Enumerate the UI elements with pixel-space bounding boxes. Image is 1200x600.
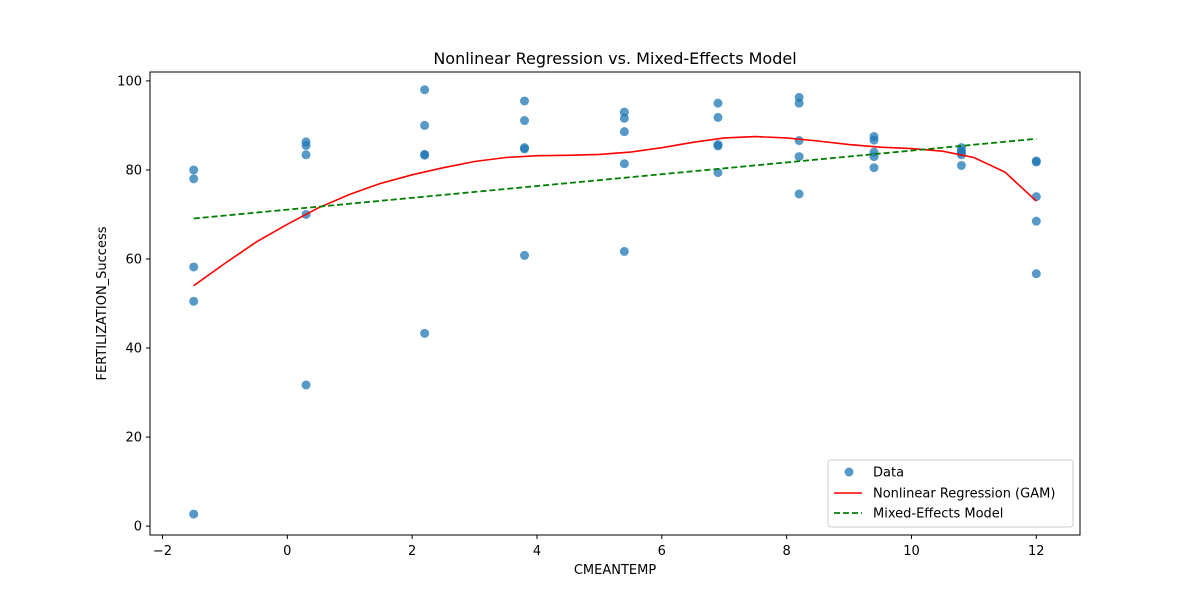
- data-point: [869, 135, 879, 145]
- y-tick-label: 0: [134, 520, 142, 535]
- y-axis-label: FERTILIZATION_Success: [95, 226, 110, 380]
- data-point: [713, 112, 723, 122]
- data-point: [794, 189, 804, 199]
- x-tick-label: 10: [903, 544, 920, 559]
- legend-label: Mixed-Effects Model: [873, 507, 1003, 522]
- data-point: [189, 174, 199, 184]
- data-point: [619, 246, 629, 256]
- data-point: [1031, 216, 1041, 226]
- data-point: [1031, 269, 1041, 279]
- data-point: [713, 168, 723, 178]
- data-point: [619, 127, 629, 137]
- data-point: [301, 380, 311, 390]
- x-axis-label: CMEANTEMP: [574, 563, 656, 578]
- data-point: [619, 159, 629, 169]
- data-point: [189, 165, 199, 175]
- data-point: [189, 262, 199, 272]
- data-point: [956, 160, 966, 170]
- axes-frame: [149, 71, 1081, 536]
- legend-box: [827, 459, 1074, 528]
- y-axis: 0 20 40 60 80 100: [117, 74, 150, 535]
- y-tick-label: 100: [117, 74, 142, 89]
- y-tick-label: 60: [125, 252, 142, 267]
- x-tick-label: 12: [1028, 544, 1045, 559]
- data-point: [301, 150, 311, 160]
- data-point: [420, 85, 430, 95]
- data-point: [1031, 192, 1041, 202]
- x-tick-label: 2: [408, 544, 416, 559]
- x-tick-label: 8: [783, 544, 791, 559]
- x-tick-label: −2: [153, 544, 172, 559]
- data-point: [301, 140, 311, 150]
- y-tick-label: 80: [125, 163, 142, 178]
- data-point: [619, 107, 629, 117]
- y-tick-label: 40: [125, 342, 142, 357]
- data-point: [619, 113, 629, 123]
- plot-area: [189, 85, 1041, 519]
- data-point: [794, 98, 804, 108]
- data-point: [869, 163, 879, 173]
- legend: Data Nonlinear Regression (GAM) Mixed-Effe…: [827, 459, 1074, 528]
- data-point: [519, 250, 529, 260]
- x-tick-label: 0: [283, 544, 291, 559]
- data-point: [519, 116, 529, 126]
- mixed-effects-line: [193, 137, 1037, 220]
- data-point: [420, 150, 430, 160]
- data-point: [794, 136, 804, 146]
- legend-label: Data: [873, 466, 904, 481]
- data-point: [1031, 157, 1041, 167]
- y-tick-label: 20: [125, 431, 142, 446]
- chart-title: Nonlinear Regression vs. Mixed-Effects M…: [433, 49, 796, 68]
- data-point: [519, 144, 529, 154]
- data-point: [794, 152, 804, 162]
- x-axis: −2 0 2 4 6 8 10 12: [153, 535, 1045, 559]
- data-point: [189, 509, 199, 519]
- legend-marker-data: [844, 467, 854, 477]
- data-point: [519, 96, 529, 106]
- gam-curve: [193, 135, 1037, 287]
- data-point: [713, 98, 723, 108]
- data-point: [713, 141, 723, 151]
- data-point: [420, 120, 430, 130]
- data-point: [189, 296, 199, 306]
- data-point: [420, 328, 430, 338]
- x-tick-label: 4: [533, 544, 541, 559]
- legend-label: Nonlinear Regression (GAM): [873, 487, 1055, 502]
- x-tick-label: 6: [658, 544, 666, 559]
